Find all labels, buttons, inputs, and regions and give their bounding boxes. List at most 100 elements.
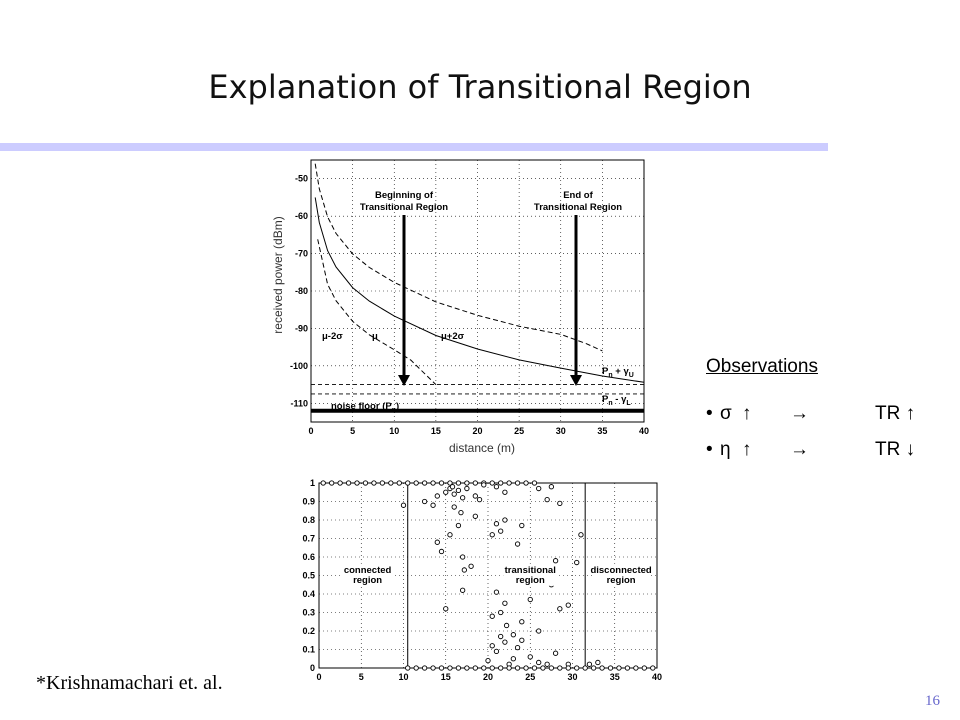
data-point: [506, 480, 512, 486]
data-point: [506, 665, 512, 671]
region-label: transitional: [505, 565, 556, 576]
chart1-xlabel: distance (m): [449, 441, 515, 455]
data-point: [493, 484, 500, 490]
x-tick-label: 40: [652, 672, 662, 682]
data-point: [599, 665, 605, 671]
data-point: [451, 504, 457, 510]
data-point: [468, 563, 474, 569]
data-point: [595, 659, 601, 666]
region-label: connected: [344, 565, 392, 576]
data-point: [472, 493, 478, 499]
data-point: [519, 637, 525, 643]
y-tick-label: -100: [290, 361, 308, 371]
data-point: [371, 480, 377, 486]
data-point: [447, 665, 453, 671]
data-point: [421, 665, 428, 671]
data-point: [574, 665, 580, 671]
citation: *Krishnamachari et. al.: [36, 672, 223, 694]
y-tick-label: 0.6: [302, 552, 315, 562]
bullet: •: [706, 439, 713, 460]
y-tick-label: 0.2: [302, 626, 315, 636]
data-point: [421, 480, 428, 486]
title-underline-bar: [0, 143, 828, 151]
data-point: [459, 495, 466, 501]
data-point: [396, 480, 402, 486]
data-point: [458, 509, 464, 516]
end-annotation-line2: Transitional Region: [534, 202, 622, 213]
label-mu: μ: [372, 331, 378, 342]
series-line: [314, 197, 645, 383]
chart1-series: [314, 163, 645, 385]
data-point: [461, 567, 467, 573]
data-point: [531, 480, 538, 486]
x-tick-label: 25: [514, 426, 524, 436]
beginning-annotation-line2: Transitional Region: [360, 202, 448, 213]
data-point: [557, 500, 563, 506]
data-point: [527, 596, 533, 603]
x-tick-label: 30: [556, 426, 566, 436]
x-tick-label: 15: [441, 672, 451, 682]
data-point: [451, 491, 457, 497]
data-point: [489, 532, 495, 538]
end-arrow-head: [570, 375, 582, 386]
label-noise-floor: noise floor (Pn): [331, 401, 399, 414]
chart1-reference-lines: [311, 384, 644, 413]
bullet: •: [706, 403, 713, 424]
data-point: [459, 554, 466, 560]
data-point: [531, 665, 538, 671]
y-tick-label: -90: [295, 323, 308, 333]
data-point: [464, 480, 470, 486]
observation-result: TR ↓: [875, 439, 916, 460]
series-line: [317, 239, 437, 385]
data-point: [565, 665, 571, 671]
data-point: [548, 484, 555, 490]
chart2-points: [320, 480, 656, 671]
label-mu-plus-2sigma: μ+2σ: [441, 331, 465, 342]
observation-change: ↑: [742, 403, 752, 424]
data-point: [472, 513, 478, 519]
chart2-y-ticks: 0 0.1 0.2 0.3 0.4 0.5 0.6 0.7 0.8 0.9 1: [302, 478, 315, 673]
data-point: [536, 628, 542, 634]
data-point: [565, 602, 571, 608]
observation-symbol: η: [720, 439, 731, 460]
chart1-x-ticks: 0 5 10 15 20 25 30 35 40: [308, 426, 649, 436]
data-point: [434, 493, 440, 499]
region-label: region: [607, 575, 636, 586]
page-number: 16: [925, 693, 940, 709]
x-tick-label: 30: [567, 672, 577, 682]
data-point: [413, 480, 419, 486]
observation-item: • η ↑ → TR ↓: [706, 432, 915, 468]
data-point: [421, 498, 428, 505]
x-tick-label: 15: [431, 426, 441, 436]
data-point: [557, 665, 563, 671]
data-point: [523, 480, 529, 486]
x-tick-label: 35: [597, 426, 607, 436]
beginning-annotation-line1: Beginning of: [375, 190, 434, 201]
observation-symbol: σ: [720, 403, 732, 424]
data-point: [527, 654, 533, 660]
region-label-bg: [340, 563, 395, 586]
data-point: [430, 502, 436, 508]
x-tick-label: 0: [308, 426, 313, 436]
data-point: [464, 665, 470, 671]
y-tick-label: -70: [295, 249, 308, 259]
data-point: [362, 480, 369, 486]
data-point: [405, 480, 411, 486]
region-label: region: [516, 575, 545, 586]
region-label-bg: [594, 563, 649, 586]
data-point: [502, 639, 508, 645]
data-point: [574, 559, 580, 566]
data-point: [607, 665, 614, 671]
data-point: [434, 539, 440, 545]
data-point: [459, 587, 466, 593]
data-point: [493, 589, 500, 595]
data-point: [345, 480, 352, 486]
x-tick-label: 5: [359, 672, 364, 682]
end-annotation-line1: End of: [563, 190, 593, 201]
data-point: [455, 522, 462, 529]
data-point: [519, 619, 525, 625]
data-point: [616, 665, 622, 671]
y-tick-label: 0.9: [302, 497, 315, 507]
observation-item: • σ ↑ → TR ↑: [706, 396, 915, 432]
